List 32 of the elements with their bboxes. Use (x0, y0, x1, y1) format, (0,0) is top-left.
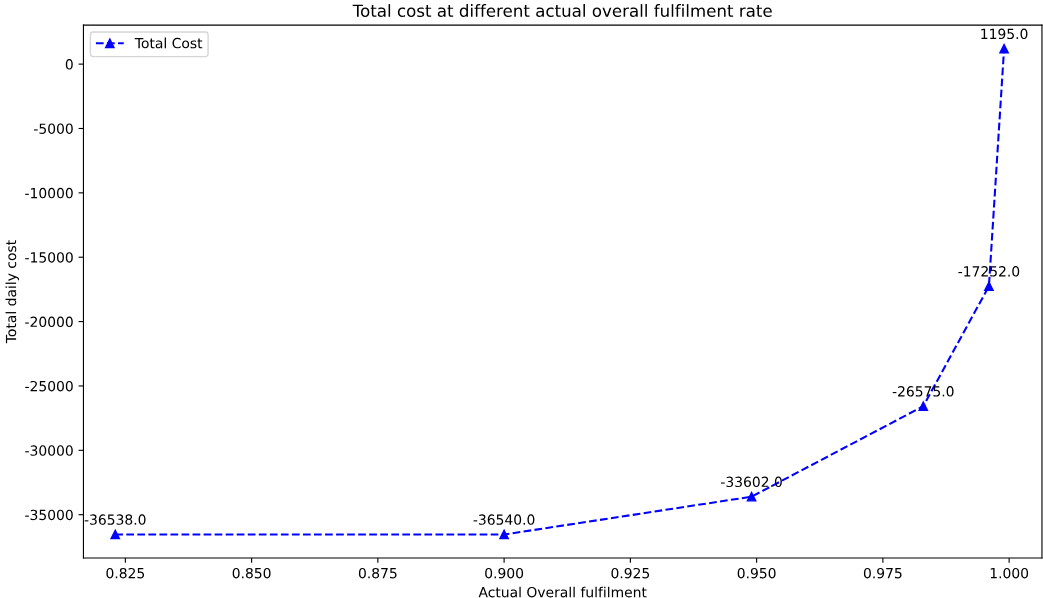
data-label: -36538.0 (84, 514, 146, 525)
point (918, 401, 929, 412)
data-label: -36540.0 (473, 514, 535, 525)
chart-title: Total cost at different actual overall fulfilment rate (352, 4, 772, 18)
y-tick-label: -30000 (25, 445, 73, 456)
y-tick-label: -20000 (25, 316, 73, 328)
point (746, 491, 757, 502)
y-tick-label: -15000 (25, 252, 73, 263)
y-tick-label: -10000 (25, 187, 73, 199)
point (984, 281, 994, 292)
x-tick-label: 0.850 (232, 567, 271, 579)
x-tick-label: 0.975 (863, 567, 902, 579)
x-tick-label: 0.900 (485, 567, 524, 579)
y-tick-label: 0 (65, 59, 73, 70)
y-tick-label: -25000 (25, 380, 73, 392)
x-tick-label: 0.925 (611, 567, 650, 579)
data-label: -17252.0 (958, 266, 1020, 277)
y-tick-label: -5000 (34, 123, 73, 134)
x-tick-label: 1.000 (990, 567, 1029, 579)
point (999, 43, 1009, 54)
legend-label: Total Cost (134, 37, 203, 49)
y-axis-title: Total daily cost (5, 240, 19, 344)
data-label: -33602.0 (721, 476, 782, 488)
x-tick-label: 0.825 (106, 567, 145, 579)
point (499, 529, 509, 540)
y-tick-label: -35000 (25, 509, 73, 521)
data-label: -26575.0 (892, 386, 954, 397)
x-axis-title: Actual Overall fulfilment (478, 586, 647, 598)
point (110, 529, 121, 540)
data-label: 1195.0 (981, 28, 1028, 40)
x-tick-label: 0.875 (358, 567, 397, 579)
x-tick-label: 0.950 (737, 567, 776, 579)
